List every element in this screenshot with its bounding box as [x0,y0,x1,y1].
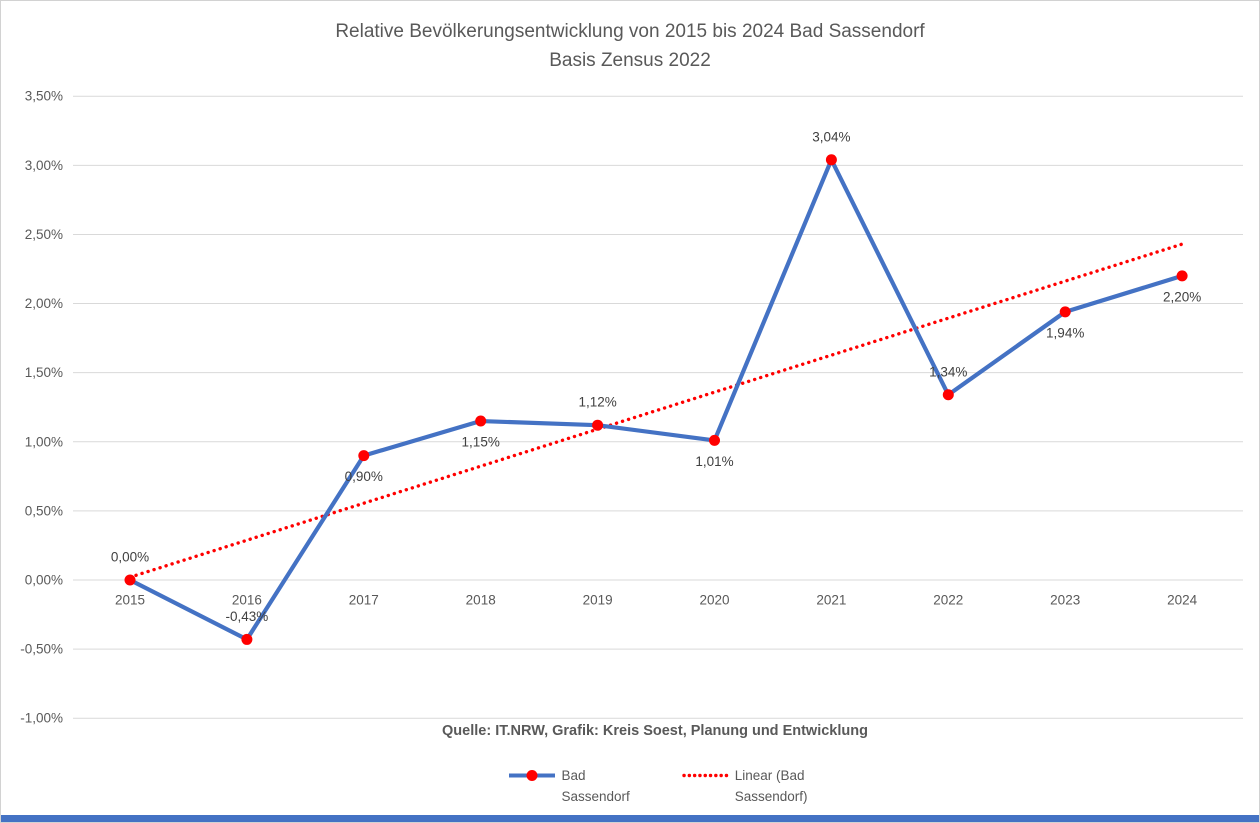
x-axis-tick-label: 2021 [816,593,846,608]
x-axis-tick-label: 2022 [933,593,963,608]
x-axis-tick-label: 2015 [115,593,145,608]
data-point-label: 1,12% [578,395,616,410]
data-point-label: 0,90% [345,469,383,484]
x-axis-tick-label: 2017 [349,593,379,608]
legend-label-trend: Linear (Bad Sassendorf) [734,768,808,804]
y-axis-tick-label: 1,00% [25,434,63,449]
data-point-label: 0,00% [111,550,149,565]
data-point-marker [475,415,487,427]
trend-legend-glyph [682,773,730,778]
x-axis-tick-label: 2024 [1167,593,1198,608]
data-point-label: 1,01% [695,454,733,469]
data-point-label: -0,43% [226,609,269,624]
data-point-label: 2,20% [1163,289,1201,304]
data-point-marker [1059,306,1071,318]
data-point-label: 1,94% [1046,325,1084,340]
y-axis-tick-label: 1,50% [25,365,63,380]
legend-series-glyph-marker [526,770,538,781]
y-axis-tick-label: 3,00% [25,158,63,173]
chart-title: Relative Bevölkerungsentwicklung von 201… [1,17,1259,75]
y-axis-tick-label: 3,50% [25,89,63,104]
trend-line [128,242,1184,579]
x-axis-tick-label: 2016 [232,593,262,608]
legend-item-trend: Linear (Bad Sassendorf) [682,765,808,807]
data-point-marker [241,633,253,645]
chart-title-line2: Basis Zensus 2022 [549,50,711,71]
y-axis-tick-label: 0,50% [25,503,63,518]
series-legend-glyph [509,770,556,781]
data-point-label: 1,34% [929,364,967,379]
x-axis-tick-label: 2023 [1050,593,1080,608]
legend-item-series: Bad Sassendorf [508,765,630,807]
x-axis-tick-label: 2019 [583,593,613,608]
x-axis-tick-label: 2020 [699,593,729,608]
data-point-marker [592,419,604,431]
data-point-label: 3,04% [812,129,850,144]
y-axis-tick-label: 2,00% [25,296,63,311]
data-point-marker [942,389,954,401]
source-credit: Quelle: IT.NRW, Grafik: Kreis Soest, Pla… [442,723,868,739]
data-point-marker [358,450,370,462]
chart-title-line1: Relative Bevölkerungsentwicklung von 201… [335,21,925,42]
legend: Bad Sassendorf Linear (Bad Sassendorf) [29,765,1259,807]
data-point-marker [825,154,837,166]
y-axis-tick-label: 0,00% [25,573,63,588]
y-axis-tick-label: -1,00% [20,711,63,726]
data-point-marker [124,574,136,586]
data-point-marker [1176,270,1188,282]
data-point-marker [709,434,720,446]
data-point-label: 1,15% [462,435,500,450]
y-axis-tick-label: 2,50% [25,227,63,242]
y-axis-tick-label: -0,50% [20,642,63,657]
series-line [127,157,1185,642]
x-axis-tick-label: 2018 [466,593,496,608]
footer-accent-bar [1,815,1259,822]
legend-label-series: Bad Sassendorf [561,768,630,804]
